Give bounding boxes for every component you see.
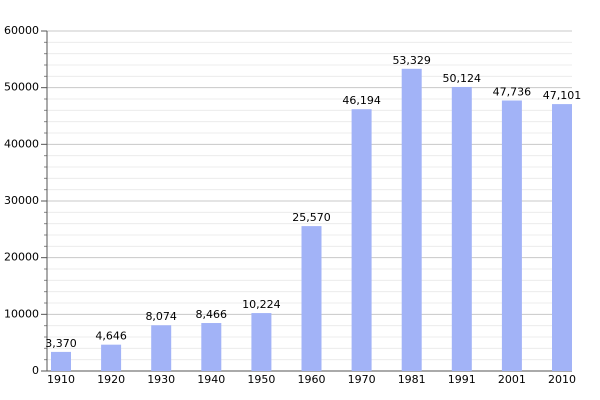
y-tick-label: 60000: [4, 24, 39, 37]
bar: [101, 344, 122, 371]
y-tick-label: 20000: [4, 251, 39, 264]
bar: [351, 109, 372, 371]
x-tick-label: 1970: [348, 373, 376, 386]
x-tick-label: 1920: [97, 373, 125, 386]
value-label: 25,570: [292, 211, 331, 224]
value-label: 3,370: [45, 337, 77, 350]
y-tick-label: 50000: [4, 81, 39, 94]
bar: [151, 325, 172, 371]
x-tick-label: 1910: [47, 373, 75, 386]
x-tick-label: 2001: [498, 373, 526, 386]
bar: [51, 351, 71, 371]
value-label: 47,101: [543, 89, 582, 102]
y-tick-label: 30000: [4, 194, 39, 207]
y-tick-label: 0: [32, 364, 39, 377]
bar: [301, 226, 322, 371]
x-tick-label: 1930: [147, 373, 175, 386]
value-label: 8,466: [196, 308, 228, 321]
x-tick-label: 1991: [448, 373, 476, 386]
x-tick-label: 1981: [398, 373, 426, 386]
bar: [501, 100, 522, 371]
value-label: 50,124: [443, 72, 482, 85]
x-tick-label: 1950: [247, 373, 275, 386]
value-label: 47,736: [493, 85, 532, 98]
bar: [201, 323, 222, 371]
y-tick-label: 40000: [4, 137, 39, 150]
bar: [451, 86, 472, 372]
value-label: 46,194: [342, 94, 381, 107]
bar: [401, 68, 422, 371]
bar: [551, 104, 572, 371]
x-tick-label: 1960: [297, 373, 325, 386]
x-tick-label: 2010: [548, 373, 576, 386]
bar: [251, 313, 272, 371]
x-tick-label: 1940: [197, 373, 225, 386]
y-tick-label: 10000: [4, 307, 39, 320]
value-label: 10,224: [242, 298, 281, 311]
value-label: 8,074: [145, 310, 177, 323]
value-label: 4,646: [95, 330, 127, 343]
value-label: 53,329: [392, 54, 431, 67]
